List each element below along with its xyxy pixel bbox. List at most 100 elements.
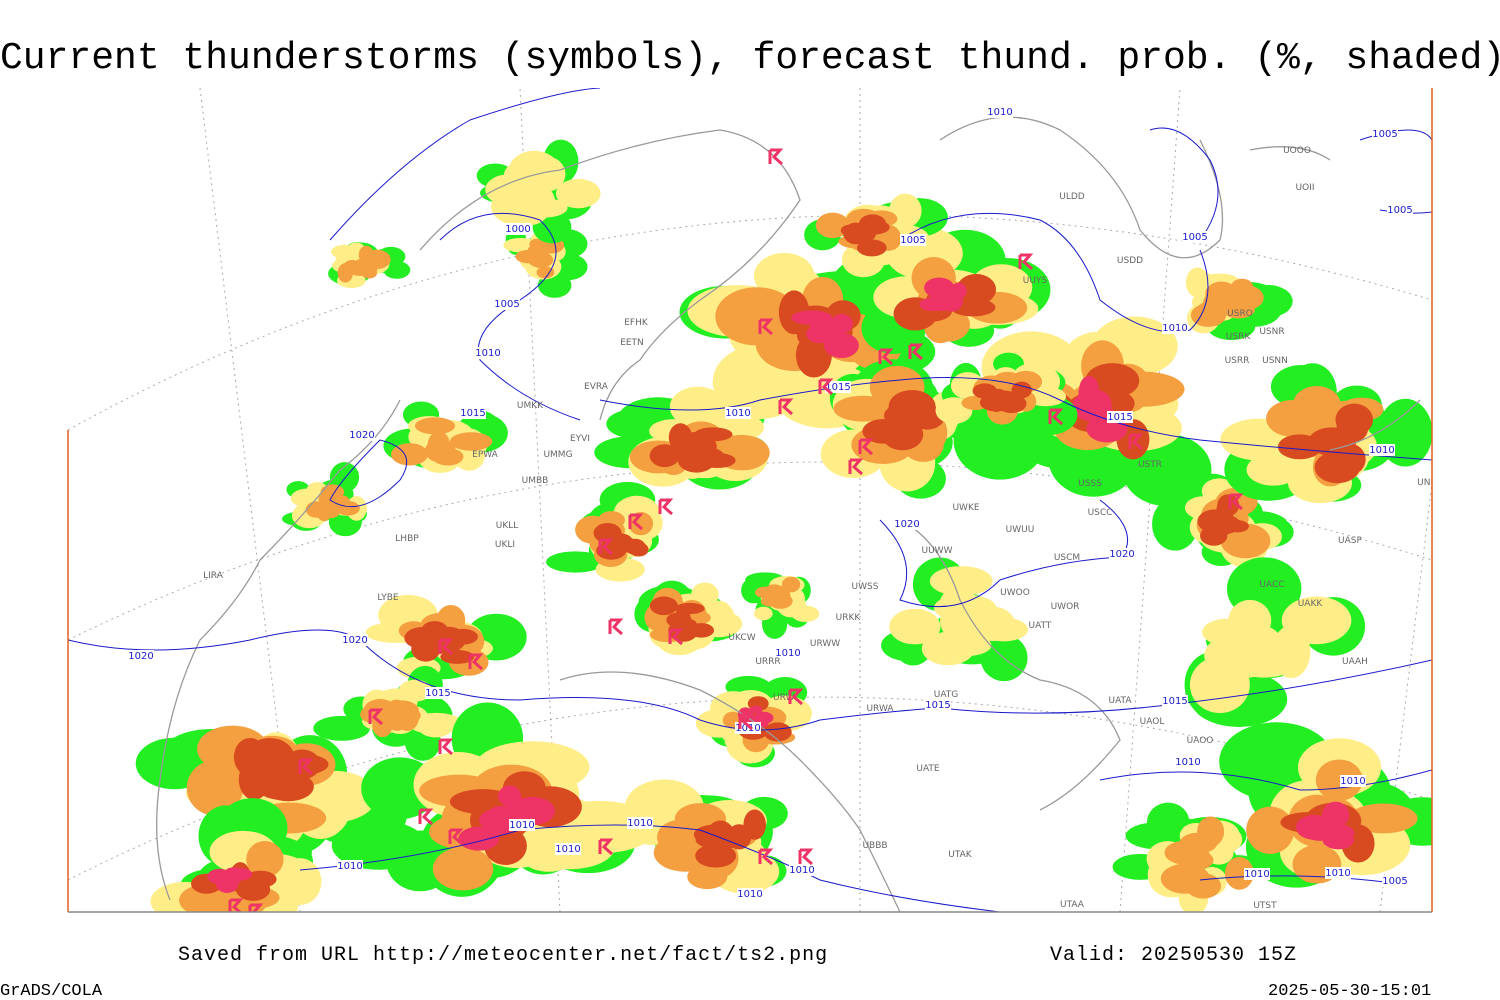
isobar-label: 1020 [342,635,367,646]
storm-symbol [468,653,484,671]
station-label: USCM [1054,553,1080,563]
storm-symbol [448,828,464,846]
station-label: UWOR [1051,602,1080,612]
storm-symbol [798,848,814,866]
isobar-label-bg [1182,231,1208,243]
shade-cell [687,864,728,890]
shade-cell [862,418,906,444]
isobar-label: 1010 [555,844,580,855]
storm-symbols [228,148,1244,912]
storm-symbol [1048,408,1064,426]
station-label: URKK [836,613,862,623]
isobar-label-bg [1325,867,1351,879]
shade-cell [1200,525,1228,546]
isobar-label-bg [737,888,763,900]
storm-symbol [758,848,774,866]
storm-symbol [628,513,644,531]
shade-cell [695,829,744,850]
isobar-label: 1015 [460,408,485,419]
station-label: UATT [1029,621,1052,631]
isobar-label-bg [1244,868,1270,880]
timestamp: 2025-05-30-15:01 [1268,982,1431,1000]
shade-cell [348,264,372,276]
station-label: UWUU [1006,525,1035,535]
shade-cell [858,214,887,234]
isobar-label: 1015 [825,382,850,393]
isobar-label: 1020 [894,519,919,530]
shade-cell [628,512,654,536]
station-label: EETN [620,338,644,348]
shade-cell [833,395,893,422]
station-label: URWI [773,693,797,703]
station-label: UKLL [496,521,519,531]
station-label: EVRA [584,382,609,392]
shade-cell [1317,823,1355,842]
station-label: USRK [1226,332,1252,342]
shade-cell [418,717,453,738]
station-label: UACC [1259,580,1284,590]
station-label: UMBB [522,476,549,486]
isobar-label-bg [1387,204,1413,216]
shade-cell [669,386,726,428]
isobar-label: 1010 [1369,445,1394,456]
storm-symbol [668,628,684,646]
shade-cell [498,785,522,807]
shade-cell [536,266,555,279]
isobar-label-bg [627,817,653,829]
storm-symbol [908,343,924,361]
isobar-label-bg [425,687,451,699]
storm-symbol [248,903,264,912]
isobar-label: 1015 [1162,696,1187,707]
station-label: URWA [866,704,894,714]
valid-time: Valid: 20250530 15Z [1050,944,1297,967]
shade-cell [555,178,601,209]
shade-cell [695,844,737,868]
shade-cell [934,594,997,622]
shade-cell [743,809,766,840]
station-label: UOOO [1283,146,1311,156]
shade-cell [929,566,993,597]
source-url: Saved from URL http://meteocenter.net/fa… [178,944,828,967]
station-label: UATA [1108,696,1132,706]
coastlines [156,116,1421,912]
shade-cell [235,877,271,901]
isobar-label: 1010 [509,820,534,831]
shade-cell [1011,381,1032,399]
isobar-label: 1010 [1340,776,1365,787]
isobar-label-bg [337,860,363,872]
isobar-label: 1005 [1387,205,1412,216]
isobar-label: 1010 [735,723,760,734]
shade-cell [704,600,732,622]
station-label: LHBP [395,534,419,544]
isobar-label: 1015 [1107,412,1132,423]
isobar-label-bg [1175,756,1201,768]
station-label: UAOL [1140,717,1165,727]
isobar-label-bg [1162,322,1188,334]
isobar-label-bg [789,864,815,876]
shade-cell [546,551,605,573]
isobar-label-bg [475,347,501,359]
map-frame [67,88,1433,913]
isobar-label: 1010 [987,107,1012,118]
isobar-label-bg [1109,548,1135,560]
station-label: USNR [1259,327,1284,337]
shade-cell [363,249,391,270]
isobar-label-bg [725,407,751,419]
shade-cell [448,628,478,645]
station-label: UKLI [495,540,515,550]
storm-symbol [778,398,794,416]
shade-cell [449,432,493,451]
station-label: UMMG [543,450,572,460]
storm-symbol [438,638,454,656]
isobar-label: 1005 [1372,129,1397,140]
storm-symbol [438,738,454,756]
shade-cell [337,263,354,283]
station-label: USDD [1117,256,1143,266]
shade-cell [612,536,636,550]
isobar-label: 1010 [337,861,362,872]
shade-cell [430,438,453,463]
isobar-label: 1020 [349,430,374,441]
shade-cell [657,819,704,855]
shade-cell [824,332,859,359]
